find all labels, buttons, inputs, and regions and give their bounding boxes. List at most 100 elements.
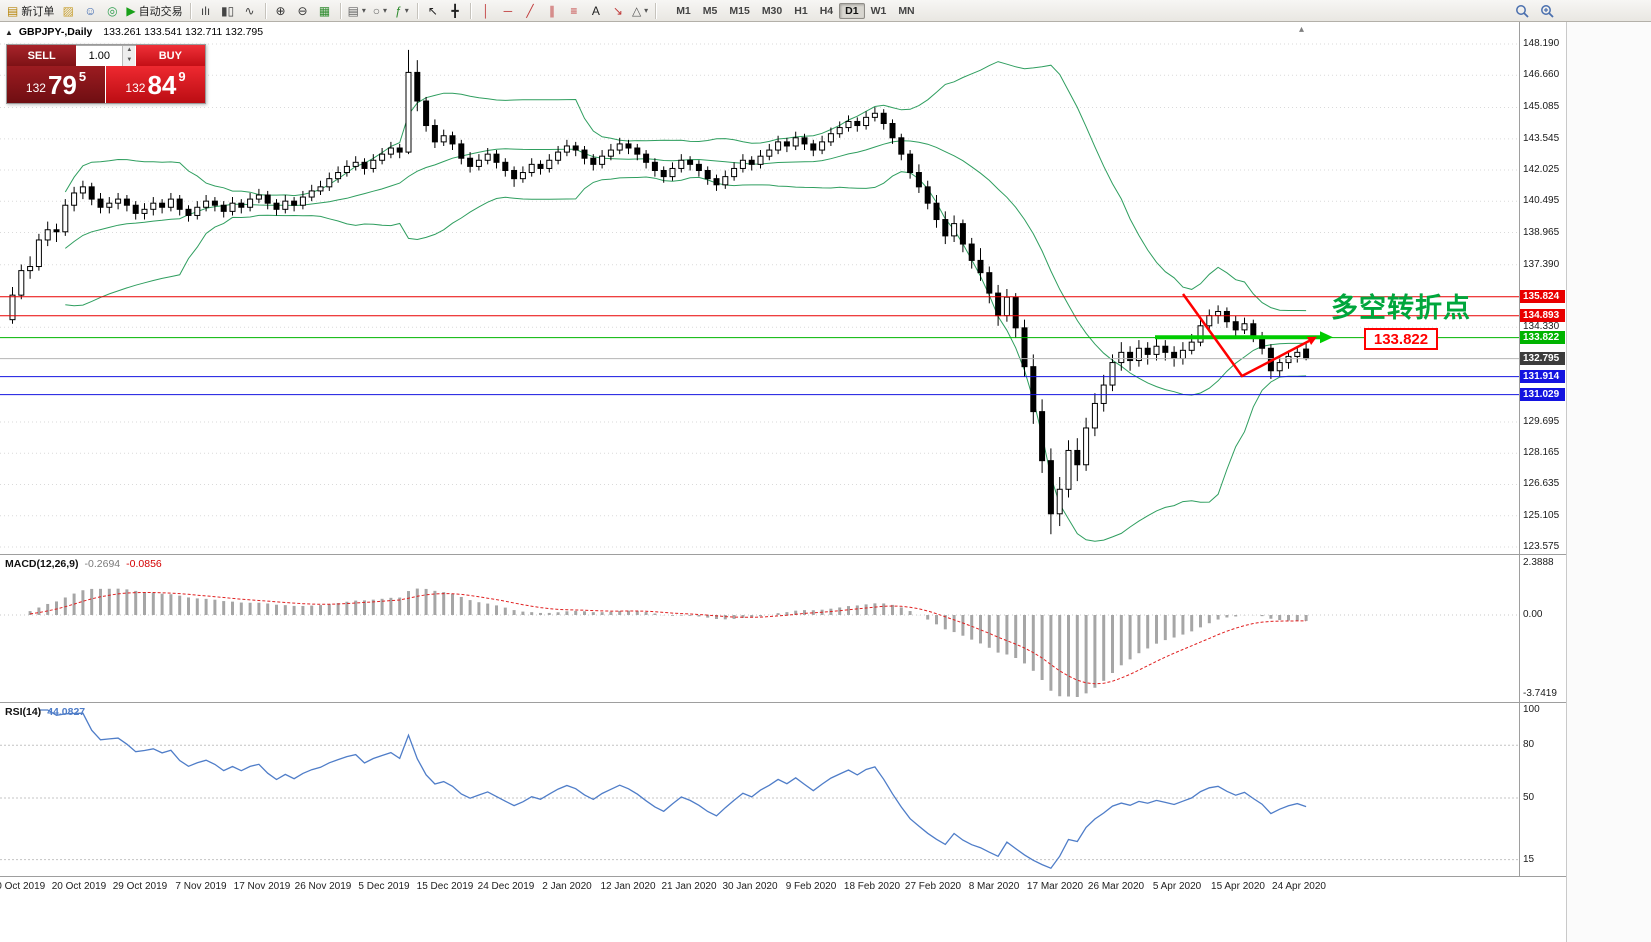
tile-windows-button[interactable]: ▦ bbox=[314, 2, 336, 20]
text-icon: A bbox=[591, 3, 600, 18]
crosshair-button[interactable]: ╋ bbox=[444, 2, 466, 20]
rsi-pane-canvas[interactable] bbox=[0, 704, 1519, 876]
date-axis-label: 24 Apr 2020 bbox=[1272, 881, 1326, 892]
horizontal-line-button[interactable]: ─ bbox=[497, 2, 519, 20]
zoom-in-button[interactable]: ⊕ bbox=[270, 2, 292, 20]
timeframe-d1-button[interactable]: D1 bbox=[839, 2, 865, 19]
price-axis-label: 128.165 bbox=[1523, 447, 1560, 459]
zoom-in-icon: ⊕ bbox=[275, 3, 286, 18]
timeframe-h4-button[interactable]: H4 bbox=[819, 4, 834, 17]
arrows-icon: ↘ bbox=[612, 3, 623, 18]
rsi-scale-label: 50 bbox=[1523, 792, 1535, 803]
profile-icon: ☺ bbox=[84, 3, 97, 18]
price-axis-label: 137.390 bbox=[1523, 258, 1560, 270]
price-tag-134.893: 134.893 bbox=[1520, 309, 1565, 323]
cursor-button[interactable]: ↖ bbox=[422, 2, 444, 20]
date-axis-label: 15 Dec 2019 bbox=[416, 881, 474, 892]
macd-pane-canvas[interactable] bbox=[0, 556, 1519, 702]
trendline-button[interactable]: ╱ bbox=[519, 2, 541, 20]
price-axis-label: 123.575 bbox=[1523, 541, 1560, 552]
autotrading-button[interactable]: ▶ 自动交易 bbox=[123, 2, 185, 20]
date-axis-label: 15 Apr 2020 bbox=[1211, 881, 1265, 892]
shapes-button[interactable]: △ ▾ bbox=[629, 2, 651, 20]
macd-scale-label: 2.3888 bbox=[1523, 557, 1554, 568]
timeframe-h1-button[interactable]: H1 bbox=[794, 4, 808, 17]
buy-button[interactable]: BUY bbox=[135, 45, 205, 66]
zoom-out-button[interactable]: ⊖ bbox=[292, 2, 314, 20]
timeframe-mn-button[interactable]: MN bbox=[898, 4, 915, 17]
shapes-icon: △ bbox=[631, 3, 642, 18]
red-zigzag-arrow[interactable] bbox=[1181, 293, 1317, 378]
sell-price-prefix: 132 bbox=[25, 80, 46, 95]
pane-separator[interactable] bbox=[0, 702, 1566, 703]
symbol-search-button[interactable] bbox=[1538, 2, 1556, 20]
chart-styles-button[interactable]: ▨ bbox=[57, 2, 79, 20]
arrows-button[interactable]: ↘ bbox=[607, 2, 629, 20]
toolbar-separator bbox=[416, 2, 418, 19]
date-axis-label: 29 Oct 2019 bbox=[112, 881, 168, 892]
buy-price-prefix: 132 bbox=[125, 80, 146, 95]
price-axis-label: 140.495 bbox=[1523, 195, 1560, 207]
equidistant-channel-button[interactable]: ∥ bbox=[541, 2, 563, 20]
date-axis-label: 5 Apr 2020 bbox=[1152, 881, 1202, 892]
macd-histogram bbox=[28, 588, 1308, 697]
timeframe-m30-button[interactable]: M30 bbox=[761, 4, 783, 17]
date-axis[interactable]: 10 Oct 2019 20 Oct 2019 29 Oct 2019 7 Nov 2… bbox=[0, 877, 1519, 899]
pane-separator[interactable] bbox=[0, 876, 1566, 877]
text-button[interactable]: A bbox=[585, 2, 607, 20]
date-axis-label: 21 Jan 2020 bbox=[661, 881, 717, 892]
toolbar-separator bbox=[655, 2, 657, 19]
tile-windows-icon: ▦ bbox=[318, 3, 331, 18]
date-axis-label: 2 Jan 2020 bbox=[542, 881, 592, 892]
buy-price[interactable]: 132 84 9 bbox=[106, 66, 205, 103]
pane-separator[interactable] bbox=[0, 554, 1566, 555]
main-chart-canvas[interactable] bbox=[0, 22, 1519, 554]
candlestick-chart-button[interactable]: ▮▯ bbox=[217, 2, 239, 20]
date-axis-label: 10 Oct 2019 bbox=[0, 881, 46, 892]
bar-chart-button[interactable]: ılı bbox=[195, 2, 217, 20]
rsi-line bbox=[38, 709, 1307, 869]
collapse-icon[interactable]: ▲ bbox=[5, 28, 13, 37]
indicators-icon: ƒ bbox=[395, 3, 402, 18]
sell-button[interactable]: SELL bbox=[7, 45, 77, 66]
volume-field: ▲ ▼ bbox=[76, 45, 136, 66]
fibonacci-button[interactable]: ≡ bbox=[563, 2, 585, 20]
date-axis-label: 27 Feb 2020 bbox=[904, 881, 962, 892]
price-callout-box[interactable]: 133.822 bbox=[1364, 328, 1438, 350]
vertical-line-button[interactable]: │ bbox=[475, 2, 497, 20]
price-tag-131.029: 131.029 bbox=[1520, 388, 1565, 402]
new-chart-button[interactable]: ▤ ▾ bbox=[345, 2, 369, 20]
date-axis-label: 18 Feb 2020 bbox=[843, 881, 901, 892]
profile-button[interactable]: ☺ bbox=[79, 2, 101, 20]
dropdown-caret-icon: ▾ bbox=[361, 6, 366, 15]
timeframe-m5-button[interactable]: M5 bbox=[702, 4, 718, 17]
horizontal-line-objects[interactable] bbox=[0, 296, 1519, 396]
price-axis-label: 148.190 bbox=[1523, 38, 1560, 49]
new-order-button[interactable]: ▤ 新订单 bbox=[4, 2, 57, 20]
timeframe-w1-button[interactable]: W1 bbox=[870, 4, 887, 17]
line-chart-button[interactable]: ∿ bbox=[239, 2, 261, 20]
timeframe-m15-button[interactable]: M15 bbox=[729, 4, 750, 17]
buy-price-pips: 9 bbox=[178, 69, 186, 84]
date-axis-label: 20 Oct 2019 bbox=[51, 881, 107, 892]
volume-up-button[interactable]: ▲ bbox=[123, 46, 136, 56]
volume-down-button[interactable]: ▼ bbox=[123, 56, 136, 66]
toolbar-right-icons bbox=[1513, 2, 1556, 20]
workspace-background bbox=[1566, 22, 1651, 942]
volume-input[interactable] bbox=[76, 46, 123, 66]
green-trend-arrow[interactable] bbox=[1155, 331, 1333, 344]
indicators-button[interactable]: ƒ ▾ bbox=[391, 2, 413, 20]
turning-point-annotation[interactable]: 多空转折点 bbox=[1331, 293, 1471, 323]
line-chart-icon: ∿ bbox=[244, 3, 255, 18]
macd-signal-line bbox=[30, 592, 1307, 685]
chart-shift-icon[interactable]: ▴ bbox=[1299, 24, 1305, 35]
fibonacci-icon: ≡ bbox=[570, 3, 578, 18]
toolbar-separator bbox=[339, 2, 341, 19]
search-button[interactable] bbox=[1513, 2, 1531, 20]
sell-price[interactable]: 132 79 5 bbox=[7, 66, 106, 103]
date-axis-label: 8 Mar 2020 bbox=[968, 881, 1020, 892]
profiles-button[interactable]: ○ ▾ bbox=[369, 2, 391, 20]
timeframe-m1-button[interactable]: M1 bbox=[676, 4, 691, 17]
community-button[interactable]: ◎ bbox=[101, 2, 123, 20]
main-grid bbox=[0, 43, 1519, 548]
